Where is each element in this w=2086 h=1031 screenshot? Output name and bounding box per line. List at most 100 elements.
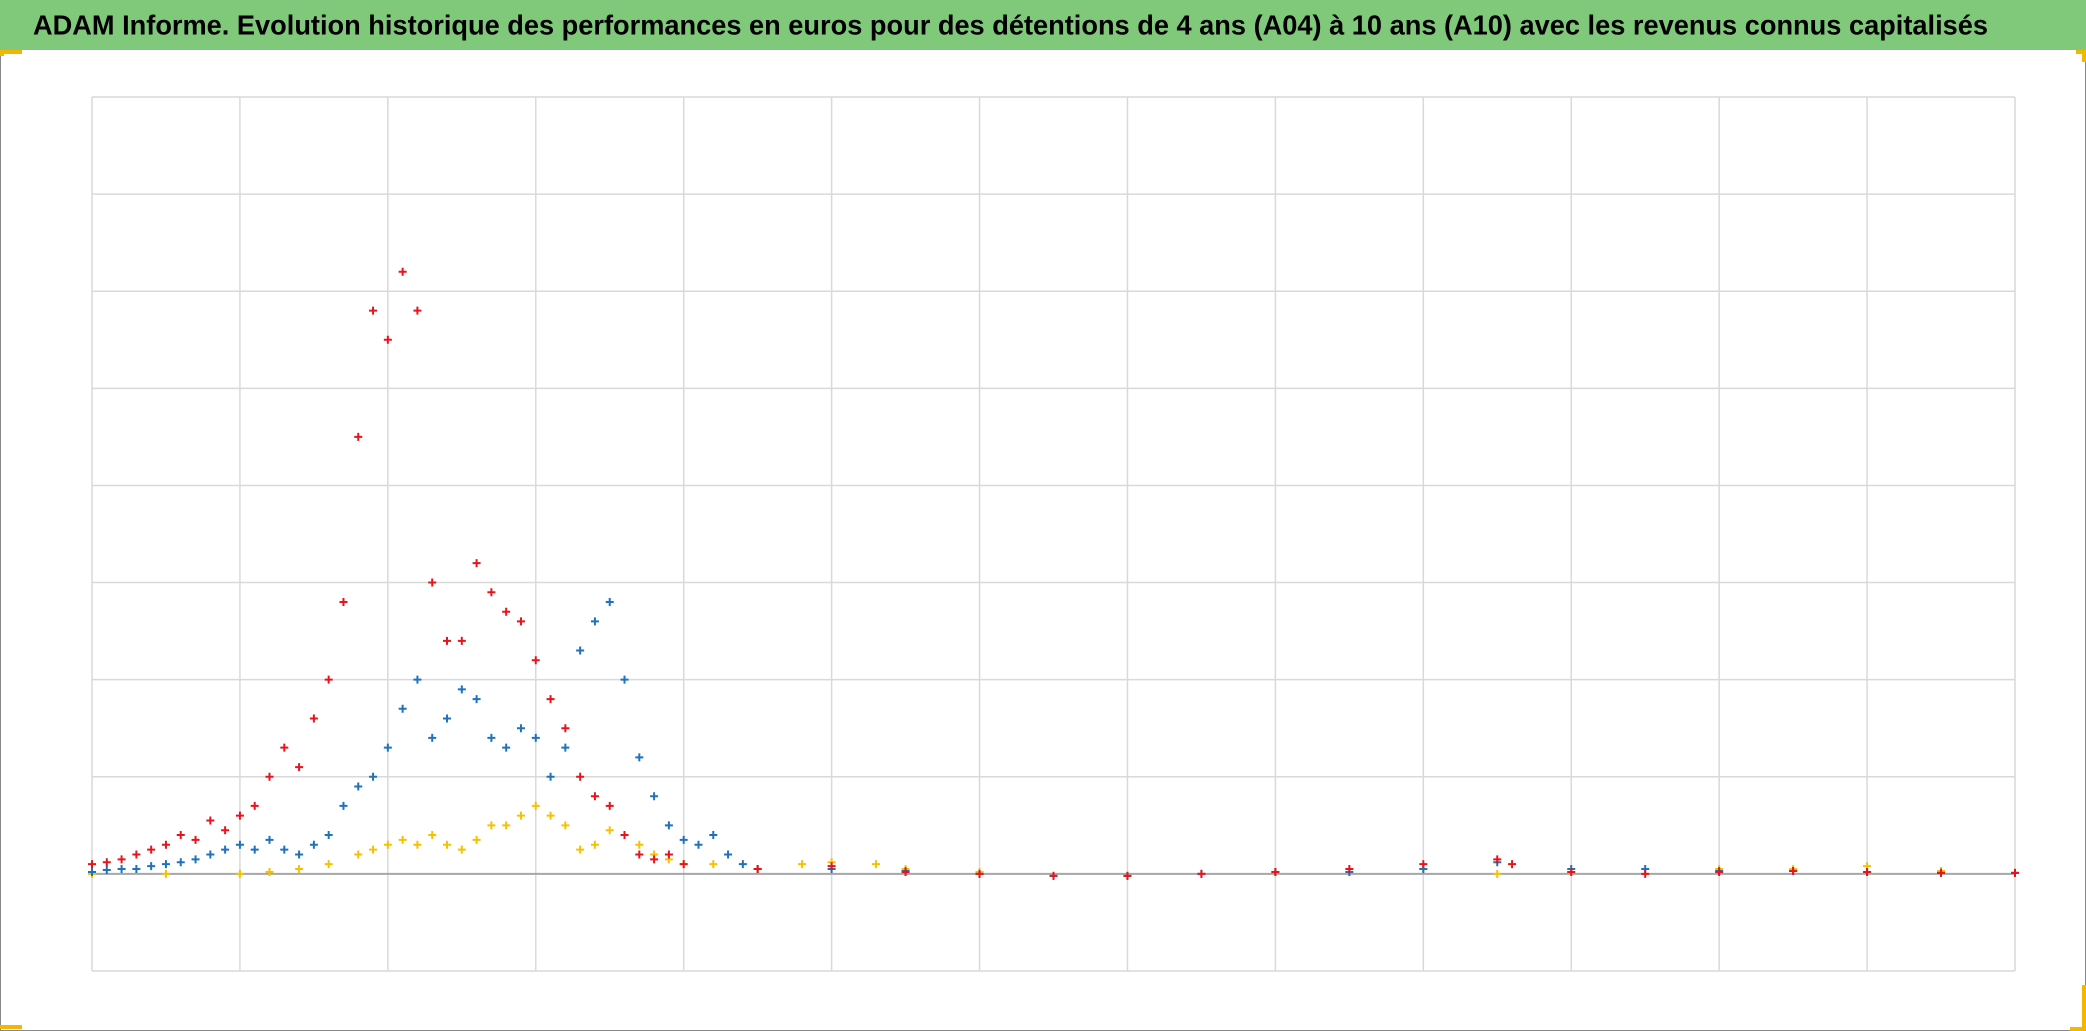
point	[871, 860, 880, 869]
point	[147, 845, 156, 854]
point	[1419, 860, 1428, 869]
point	[561, 743, 570, 752]
point	[191, 855, 200, 864]
point	[650, 792, 659, 801]
point	[383, 743, 392, 752]
point	[235, 840, 244, 849]
point	[147, 862, 156, 871]
point	[324, 831, 333, 840]
point	[235, 869, 244, 878]
point	[620, 831, 629, 840]
point	[531, 801, 540, 810]
point	[635, 850, 644, 859]
point	[161, 860, 170, 869]
point	[576, 646, 585, 655]
point	[650, 855, 659, 864]
point	[309, 840, 318, 849]
corner	[2076, 50, 2086, 62]
point	[487, 588, 496, 597]
point	[443, 840, 452, 849]
point	[679, 860, 688, 869]
point	[531, 656, 540, 665]
point	[546, 811, 555, 820]
point	[457, 636, 466, 645]
point	[443, 636, 452, 645]
point	[354, 850, 363, 859]
chart-title: ADAM Informe. Evolution historique des p…	[33, 9, 1988, 40]
point	[280, 743, 289, 752]
point	[250, 845, 259, 854]
point	[1493, 869, 1502, 878]
point	[1271, 867, 1280, 876]
point	[413, 675, 422, 684]
point	[605, 597, 614, 606]
point	[679, 835, 688, 844]
point	[443, 714, 452, 723]
point	[191, 835, 200, 844]
point	[798, 860, 807, 869]
point	[1863, 867, 1872, 876]
point	[369, 306, 378, 315]
point	[117, 865, 126, 874]
plot-area	[88, 96, 2019, 972]
point	[132, 865, 141, 874]
corner	[2070, 985, 2086, 1031]
point	[516, 617, 525, 626]
point	[709, 831, 718, 840]
point	[590, 617, 599, 626]
point	[502, 607, 511, 616]
point	[1567, 867, 1576, 876]
point	[383, 335, 392, 344]
point	[576, 772, 585, 781]
point	[502, 821, 511, 830]
point	[502, 743, 511, 752]
point	[472, 559, 481, 568]
point	[487, 821, 496, 830]
point	[635, 840, 644, 849]
point	[295, 865, 304, 874]
point	[102, 866, 111, 875]
point	[1715, 867, 1724, 876]
point	[102, 858, 111, 867]
point	[664, 850, 673, 859]
corner	[0, 50, 22, 56]
point	[250, 801, 259, 810]
point	[531, 733, 540, 742]
point	[724, 850, 733, 859]
point	[265, 867, 274, 876]
point	[472, 835, 481, 844]
point	[295, 850, 304, 859]
point	[369, 845, 378, 854]
point	[295, 763, 304, 772]
point	[709, 860, 718, 869]
point	[309, 714, 318, 723]
point	[472, 695, 481, 704]
point	[516, 724, 525, 733]
point	[354, 432, 363, 441]
point	[546, 772, 555, 781]
point	[265, 835, 274, 844]
point	[561, 821, 570, 830]
point	[1508, 860, 1517, 869]
point	[339, 801, 348, 810]
point	[413, 840, 422, 849]
point	[457, 685, 466, 694]
point	[576, 845, 585, 854]
point	[827, 862, 836, 871]
point	[176, 831, 185, 840]
point	[369, 772, 378, 781]
point	[428, 831, 437, 840]
point	[398, 704, 407, 713]
point	[354, 782, 363, 791]
point	[88, 867, 96, 876]
point	[413, 306, 422, 315]
point	[265, 772, 274, 781]
point	[428, 578, 437, 587]
point	[605, 801, 614, 810]
point	[694, 840, 703, 849]
point	[324, 675, 333, 684]
point	[457, 845, 466, 854]
point	[1789, 866, 1798, 875]
